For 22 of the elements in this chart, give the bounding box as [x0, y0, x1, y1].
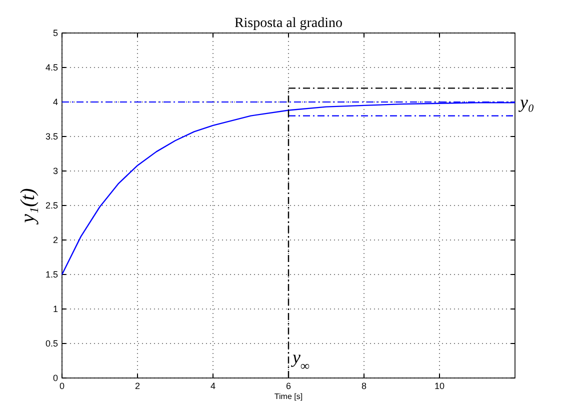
ref-line-label: y₀ [518, 92, 534, 112]
y-tick-label: 0.5 [45, 338, 58, 348]
y-tick-label: 0 [52, 373, 58, 383]
x-tick-label: 6 [286, 381, 292, 391]
x-tick-label: 8 [361, 381, 367, 391]
x-tick-label: 10 [434, 381, 445, 391]
y-tick-label: 5 [52, 28, 58, 38]
y-tick-label: 2 [52, 235, 58, 245]
y-axis-title: y₁(t) [17, 188, 39, 225]
y-tick-label: 2.5 [45, 200, 58, 210]
y-tick-label: 3 [52, 166, 58, 176]
y-tick-label: 1 [52, 304, 58, 314]
y-tick-label: 3.5 [45, 132, 58, 142]
y-tick-label: 4 [52, 97, 58, 107]
y-tick-label: 4.5 [45, 62, 58, 72]
annotation: y$_{∞}$ [290, 346, 310, 373]
x-tick-label: 4 [210, 381, 216, 391]
x-tick-label: 2 [134, 381, 140, 391]
y-tick-label: 1.5 [45, 270, 58, 280]
x-tick-label: 0 [59, 381, 65, 391]
chart-title: Risposta al gradino [234, 16, 343, 31]
x-axis-title: Time [s] [274, 392, 303, 401]
